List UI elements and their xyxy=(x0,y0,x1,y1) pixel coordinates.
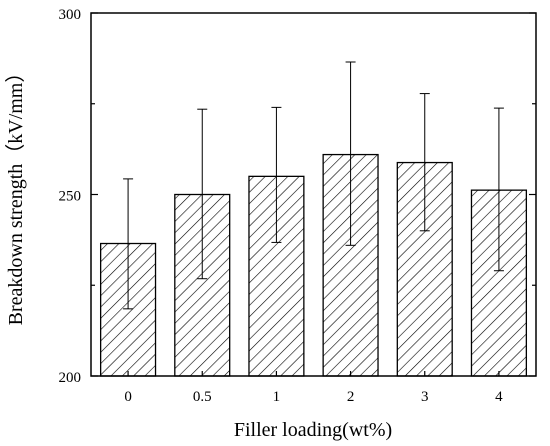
bars-layer xyxy=(99,153,528,377)
x-tick-label-3: 3 xyxy=(421,389,429,405)
ticks-layer: 0 0.5 1 2 3 4 200 250 300 xyxy=(59,7,536,405)
x-tick-label-0.5: 0.5 xyxy=(193,389,212,405)
y-tick-label-200: 200 xyxy=(59,370,82,386)
x-axis-title: Filler loading(wt%) xyxy=(234,419,392,441)
plot-frame xyxy=(90,12,537,377)
error-bars-layer xyxy=(123,61,504,310)
x-tick-label-4: 4 xyxy=(495,389,503,405)
x-tick-label-0: 0 xyxy=(124,389,132,405)
y-tick-label-300: 300 xyxy=(59,7,82,23)
x-tick-label-1: 1 xyxy=(273,389,281,405)
x-tick-label-2: 2 xyxy=(347,389,355,405)
y-tick-label-250: 250 xyxy=(59,189,82,205)
y-axis-title: Breakdown strength（kV/mm） xyxy=(4,63,27,326)
